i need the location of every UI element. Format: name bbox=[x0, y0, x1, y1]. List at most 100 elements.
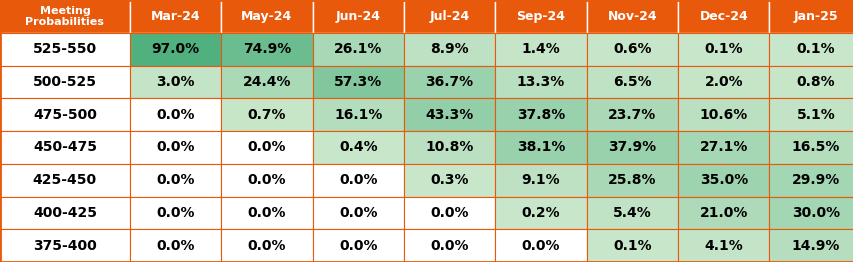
Text: 375-400: 375-400 bbox=[33, 239, 96, 253]
Bar bbox=[403, 196, 495, 229]
Bar bbox=[312, 0, 403, 33]
Text: 0.1%: 0.1% bbox=[612, 239, 651, 253]
Bar bbox=[495, 33, 586, 66]
Bar bbox=[130, 66, 221, 98]
Text: 0.0%: 0.0% bbox=[156, 173, 194, 187]
Bar bbox=[769, 164, 853, 196]
Bar bbox=[0, 131, 130, 164]
Text: 8.9%: 8.9% bbox=[430, 42, 468, 56]
Bar bbox=[403, 0, 495, 33]
Text: 0.6%: 0.6% bbox=[612, 42, 651, 56]
Text: 0.0%: 0.0% bbox=[521, 239, 560, 253]
Text: 4.1%: 4.1% bbox=[704, 239, 742, 253]
Text: 0.1%: 0.1% bbox=[704, 42, 742, 56]
Text: 0.0%: 0.0% bbox=[247, 239, 286, 253]
Text: Sep-24: Sep-24 bbox=[516, 10, 565, 23]
Bar bbox=[769, 98, 853, 131]
Bar bbox=[677, 164, 769, 196]
Bar bbox=[0, 66, 130, 98]
Bar bbox=[312, 229, 403, 262]
Text: 0.0%: 0.0% bbox=[156, 206, 194, 220]
Text: 5.1%: 5.1% bbox=[796, 108, 834, 122]
Bar bbox=[495, 131, 586, 164]
Text: 97.0%: 97.0% bbox=[151, 42, 200, 56]
Bar bbox=[495, 66, 586, 98]
Text: 0.0%: 0.0% bbox=[247, 140, 286, 154]
Bar bbox=[586, 0, 677, 33]
Bar bbox=[677, 98, 769, 131]
Text: 23.7%: 23.7% bbox=[607, 108, 656, 122]
Text: 0.4%: 0.4% bbox=[339, 140, 377, 154]
Bar bbox=[586, 164, 677, 196]
Bar bbox=[677, 33, 769, 66]
Text: 450-475: 450-475 bbox=[33, 140, 96, 154]
Text: 0.2%: 0.2% bbox=[521, 206, 560, 220]
Bar bbox=[403, 131, 495, 164]
Bar bbox=[586, 229, 677, 262]
Bar bbox=[130, 33, 221, 66]
Bar bbox=[495, 164, 586, 196]
Text: 43.3%: 43.3% bbox=[425, 108, 473, 122]
Bar bbox=[769, 131, 853, 164]
Text: 0.0%: 0.0% bbox=[339, 173, 377, 187]
Bar bbox=[0, 196, 130, 229]
Bar bbox=[130, 164, 221, 196]
Text: 35.0%: 35.0% bbox=[699, 173, 747, 187]
Bar bbox=[403, 98, 495, 131]
Text: 26.1%: 26.1% bbox=[334, 42, 382, 56]
Bar bbox=[586, 66, 677, 98]
Bar bbox=[586, 131, 677, 164]
Bar bbox=[221, 0, 312, 33]
Bar bbox=[312, 66, 403, 98]
Text: 0.7%: 0.7% bbox=[247, 108, 286, 122]
Text: 14.9%: 14.9% bbox=[791, 239, 839, 253]
Text: May-24: May-24 bbox=[241, 10, 293, 23]
Text: 9.1%: 9.1% bbox=[521, 173, 560, 187]
Bar bbox=[769, 33, 853, 66]
Text: 29.9%: 29.9% bbox=[791, 173, 839, 187]
Bar bbox=[312, 98, 403, 131]
Text: 0.0%: 0.0% bbox=[156, 140, 194, 154]
Bar bbox=[769, 229, 853, 262]
Text: 0.0%: 0.0% bbox=[339, 206, 377, 220]
Text: 16.1%: 16.1% bbox=[334, 108, 382, 122]
Bar bbox=[586, 33, 677, 66]
Text: 74.9%: 74.9% bbox=[242, 42, 291, 56]
Text: 37.8%: 37.8% bbox=[516, 108, 565, 122]
Bar bbox=[0, 164, 130, 196]
Bar bbox=[769, 0, 853, 33]
Text: 24.4%: 24.4% bbox=[242, 75, 291, 89]
Text: 525-550: 525-550 bbox=[32, 42, 97, 56]
Text: Dec-24: Dec-24 bbox=[699, 10, 747, 23]
Bar bbox=[130, 229, 221, 262]
Text: 0.0%: 0.0% bbox=[156, 108, 194, 122]
Text: 0.1%: 0.1% bbox=[796, 42, 834, 56]
Bar bbox=[586, 98, 677, 131]
Text: 1.4%: 1.4% bbox=[521, 42, 560, 56]
Bar bbox=[221, 196, 312, 229]
Text: 21.0%: 21.0% bbox=[699, 206, 747, 220]
Text: 27.1%: 27.1% bbox=[699, 140, 747, 154]
Bar bbox=[0, 0, 130, 33]
Bar bbox=[221, 131, 312, 164]
Bar bbox=[403, 229, 495, 262]
Bar bbox=[312, 196, 403, 229]
Bar bbox=[769, 66, 853, 98]
Text: Mar-24: Mar-24 bbox=[150, 10, 200, 23]
Text: 500-525: 500-525 bbox=[33, 75, 96, 89]
Bar bbox=[130, 0, 221, 33]
Bar bbox=[586, 196, 677, 229]
Text: Nov-24: Nov-24 bbox=[606, 10, 657, 23]
Text: 2.0%: 2.0% bbox=[704, 75, 742, 89]
Text: Meeting
Probabilities: Meeting Probabilities bbox=[26, 6, 104, 27]
Text: Jul-24: Jul-24 bbox=[429, 10, 469, 23]
Text: 6.5%: 6.5% bbox=[612, 75, 651, 89]
Text: Jan-25: Jan-25 bbox=[792, 10, 838, 23]
Text: 0.0%: 0.0% bbox=[430, 239, 468, 253]
Bar bbox=[677, 66, 769, 98]
Text: Jun-24: Jun-24 bbox=[335, 10, 380, 23]
Bar bbox=[403, 66, 495, 98]
Bar bbox=[769, 196, 853, 229]
Text: 0.0%: 0.0% bbox=[430, 206, 468, 220]
Text: 3.0%: 3.0% bbox=[156, 75, 194, 89]
